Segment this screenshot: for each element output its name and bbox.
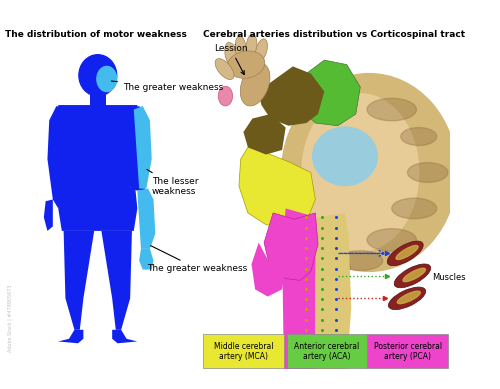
Ellipse shape (367, 98, 416, 121)
Ellipse shape (392, 198, 436, 219)
Ellipse shape (218, 86, 232, 106)
Text: Adobe Stock | #478905673: Adobe Stock | #478905673 (8, 285, 14, 352)
Polygon shape (252, 243, 286, 296)
Polygon shape (64, 231, 94, 330)
Ellipse shape (396, 245, 418, 259)
Text: The lesser
weakness: The lesser weakness (147, 170, 198, 196)
Text: Middle cerebral
artery (MCA): Middle cerebral artery (MCA) (214, 342, 273, 361)
Text: Muscles: Muscles (432, 273, 466, 282)
Polygon shape (139, 249, 154, 270)
Ellipse shape (388, 241, 423, 266)
Polygon shape (264, 213, 318, 280)
Text: Cerebral arteries distribution vs Corticospinal tract: Cerebral arteries distribution vs Cortic… (203, 30, 465, 39)
Polygon shape (316, 213, 352, 379)
Ellipse shape (215, 59, 234, 79)
Polygon shape (130, 106, 150, 191)
FancyBboxPatch shape (368, 334, 448, 368)
Polygon shape (138, 189, 156, 249)
Ellipse shape (224, 42, 238, 69)
FancyBboxPatch shape (203, 334, 284, 368)
Polygon shape (58, 189, 138, 231)
Polygon shape (239, 147, 316, 228)
Text: The greater weakness: The greater weakness (112, 81, 223, 91)
Ellipse shape (282, 74, 457, 272)
Ellipse shape (240, 63, 270, 106)
Ellipse shape (367, 229, 416, 251)
Polygon shape (48, 106, 66, 209)
Polygon shape (282, 209, 316, 377)
Polygon shape (112, 330, 138, 343)
Ellipse shape (97, 67, 116, 91)
Ellipse shape (228, 51, 265, 78)
Ellipse shape (338, 251, 383, 270)
Ellipse shape (246, 34, 257, 59)
Ellipse shape (79, 55, 116, 96)
Polygon shape (102, 231, 132, 330)
Ellipse shape (307, 258, 350, 276)
Ellipse shape (408, 163, 448, 182)
Text: The greater weakness: The greater weakness (147, 245, 248, 273)
Ellipse shape (283, 249, 321, 267)
Text: Lession: Lession (214, 44, 248, 75)
Polygon shape (244, 114, 286, 154)
Polygon shape (258, 67, 324, 126)
FancyBboxPatch shape (286, 334, 368, 368)
Polygon shape (44, 200, 53, 231)
Ellipse shape (256, 39, 268, 61)
Polygon shape (134, 106, 152, 189)
Polygon shape (58, 330, 84, 343)
Ellipse shape (400, 128, 436, 145)
Ellipse shape (388, 287, 426, 310)
Text: Posterior cerebral
artery (PCA): Posterior cerebral artery (PCA) (374, 342, 442, 361)
Polygon shape (56, 105, 139, 191)
Text: Anterior cerebral
artery (ACA): Anterior cerebral artery (ACA) (294, 342, 360, 361)
Polygon shape (293, 60, 360, 126)
Ellipse shape (312, 127, 378, 186)
Ellipse shape (235, 36, 246, 61)
Ellipse shape (403, 268, 425, 282)
Ellipse shape (302, 94, 418, 251)
Polygon shape (90, 95, 106, 106)
Text: The distribution of motor weakness: The distribution of motor weakness (5, 30, 187, 39)
Ellipse shape (398, 291, 420, 304)
Ellipse shape (394, 264, 430, 288)
